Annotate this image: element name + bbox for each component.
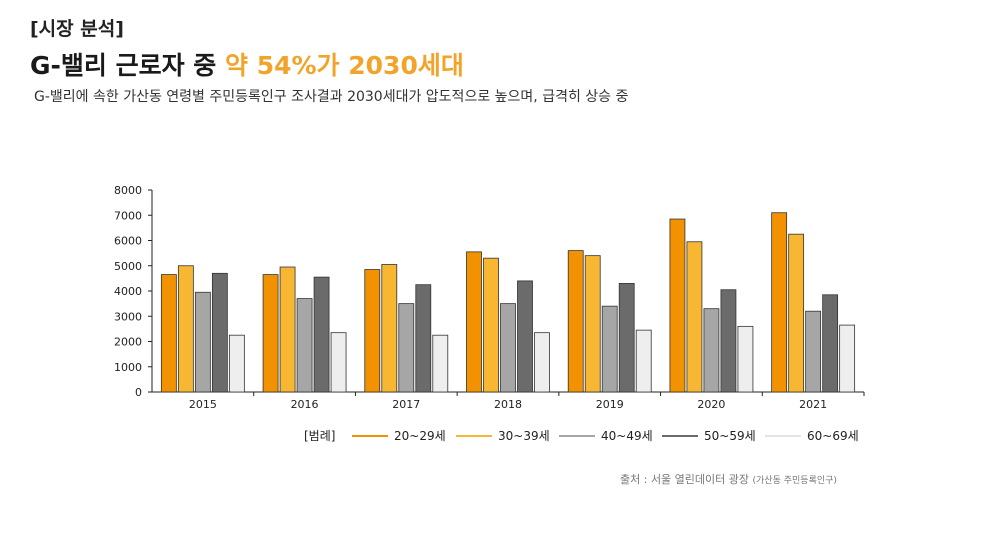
section-tag: [시장 분석] — [30, 18, 124, 40]
bar — [330, 332, 347, 393]
x-tick-label: 2020 — [697, 398, 725, 411]
y-tick-label: 8000 — [114, 184, 142, 197]
bar — [500, 303, 516, 393]
y-tick-label: 4000 — [114, 285, 142, 298]
bar — [534, 332, 550, 393]
bar — [567, 250, 584, 393]
bar — [737, 325, 754, 393]
bar — [313, 276, 330, 393]
bar — [432, 334, 449, 393]
y-tick-label: 5000 — [114, 260, 142, 273]
x-tick-label: 2019 — [596, 398, 624, 411]
title-highlight: 약 54%가 2030세대 — [225, 51, 464, 80]
x-tick-label: 2017 — [392, 398, 420, 411]
bar — [669, 218, 686, 393]
bar — [381, 264, 398, 393]
title-prefix: G-밸리 근로자 중 — [30, 51, 226, 80]
bar — [483, 257, 499, 393]
bar — [618, 283, 635, 393]
bar — [211, 272, 228, 393]
source-caption: 출처 : 서울 열린데이터 광장 (가산동 주민등록인구) — [620, 471, 837, 487]
page-title: G-밸리 근로자 중 약 54%가 2030세대 — [30, 46, 464, 82]
bar — [364, 269, 381, 393]
bar — [279, 266, 296, 393]
y-tick-label: 3000 — [114, 310, 142, 323]
x-tick-label: 2015 — [189, 398, 217, 411]
bar — [771, 212, 788, 393]
x-tick-label: 2016 — [291, 398, 319, 411]
bar — [228, 334, 245, 393]
page-subtitle: G-밸리에 속한 가산동 연령별 주민등록인구 조사결과 2030세대가 압도적… — [34, 89, 629, 105]
y-tick-label: 7000 — [114, 209, 142, 222]
bar — [720, 289, 737, 393]
x-tick-label: 2021 — [799, 398, 827, 411]
legend-label: 40~49세 — [601, 429, 653, 443]
bar — [415, 284, 432, 393]
bar — [177, 265, 194, 393]
bar — [822, 294, 839, 393]
y-tick-label: 2000 — [114, 336, 142, 349]
bar — [788, 233, 805, 393]
source-text: 출처 : 서울 열린데이터 광장 — [620, 473, 750, 486]
bar — [194, 291, 211, 393]
bar — [466, 251, 482, 393]
legend-label: 50~59세 — [704, 429, 756, 443]
bar — [805, 310, 822, 393]
bar — [584, 255, 601, 393]
bar — [296, 298, 313, 393]
bar — [262, 274, 279, 393]
legend-label: 30~39세 — [498, 429, 550, 443]
bar — [601, 305, 618, 393]
bar — [398, 303, 415, 393]
legend-label: 20~29세 — [394, 429, 446, 443]
bar — [839, 324, 856, 393]
source-note: (가산동 주민등록인구) — [752, 476, 837, 486]
legend-title: [범례] — [304, 429, 335, 443]
bar — [703, 308, 720, 393]
y-tick-label: 6000 — [114, 235, 142, 248]
bar — [686, 241, 703, 393]
bar — [635, 329, 652, 393]
y-tick-label: 1000 — [114, 361, 142, 374]
bar — [160, 274, 177, 393]
bar — [517, 280, 533, 393]
y-tick-label: 0 — [135, 386, 142, 399]
x-tick-label: 2018 — [494, 398, 522, 411]
legend-label: 60~69세 — [807, 429, 859, 443]
